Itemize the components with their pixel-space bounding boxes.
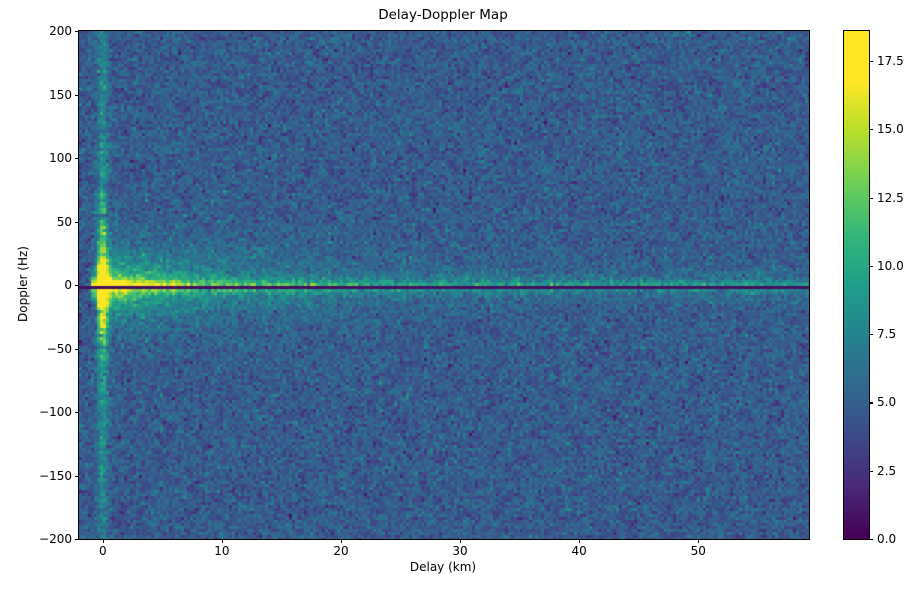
x-tick-mark [221, 539, 223, 543]
y-tick-label: 100 [49, 151, 72, 165]
heatmap-image [79, 31, 809, 539]
x-tick-mark [460, 539, 462, 543]
colorbar-tick-label: 7.5 [877, 327, 897, 342]
x-tick-label: 50 [690, 544, 706, 558]
y-tick-mark [75, 475, 79, 477]
y-tick-mark [75, 285, 79, 287]
y-tick-label: −200 [39, 532, 72, 546]
y-tick-mark [75, 412, 79, 414]
y-tick-mark [75, 158, 79, 160]
x-tick-mark [579, 539, 581, 543]
x-tick-label: 40 [571, 544, 587, 558]
colorbar-tick-mark [869, 129, 873, 131]
colorbar-tick-label: 15.0 [877, 122, 904, 137]
y-axis-label: Doppler (Hz) [16, 246, 30, 322]
y-tick-label: 0 [64, 278, 72, 292]
y-tick-mark [75, 94, 79, 96]
y-tick-mark [75, 539, 79, 541]
colorbar-tick-label: 2.5 [877, 463, 897, 478]
y-tick-label: 150 [49, 87, 72, 102]
y-tick-label: 50 [56, 214, 72, 229]
y-tick-mark [75, 221, 79, 223]
y-tick-label: −100 [39, 405, 72, 419]
colorbar-tick-label: 17.5 [877, 54, 904, 69]
y-tick-mark [75, 348, 79, 350]
delay-doppler-heatmap-axes[interactable]: −200 −150 −100 −50 0 50 100 150 200 0 10 20 30 40 50 [39, 24, 810, 558]
colorbar-tick-label: 5.0 [877, 395, 897, 410]
x-tick-label: 20 [333, 544, 349, 558]
colorbar-tick-mark [869, 265, 873, 267]
y-tick-label: 200 [49, 24, 72, 38]
colorbar-tick-mark [869, 61, 873, 63]
x-tick-mark [102, 539, 104, 543]
colorbar-tick-label: 10.0 [877, 258, 904, 273]
colorbar[interactable]: 0.0 2.5 5.0 7.5 10.0 12.5 15.0 17.5 [843, 30, 904, 546]
colorbar-tick-mark [869, 402, 873, 404]
colorbar-tick-mark [869, 197, 873, 199]
page-title: Delay-Doppler Map [378, 7, 508, 23]
colorbar-tick-label: 12.5 [877, 190, 904, 205]
colorbar-tick-mark [869, 470, 873, 472]
x-tick-label: 0 [98, 544, 107, 558]
colorbar-tick-mark [869, 334, 873, 336]
x-tick-mark [340, 539, 343, 543]
x-tick-label: 10 [214, 544, 230, 558]
colorbar-gradient [844, 31, 869, 539]
colorbar-tick-mark [869, 539, 873, 541]
y-tick-mark [75, 31, 79, 33]
colorbar-tick-label: 0.0 [877, 532, 897, 546]
x-tick-label: 30 [452, 544, 468, 558]
x-axis-label: Delay (km) [409, 560, 477, 574]
y-tick-label: −50 [46, 341, 72, 356]
x-tick-mark [698, 539, 700, 543]
y-tick-label: −150 [39, 468, 72, 483]
